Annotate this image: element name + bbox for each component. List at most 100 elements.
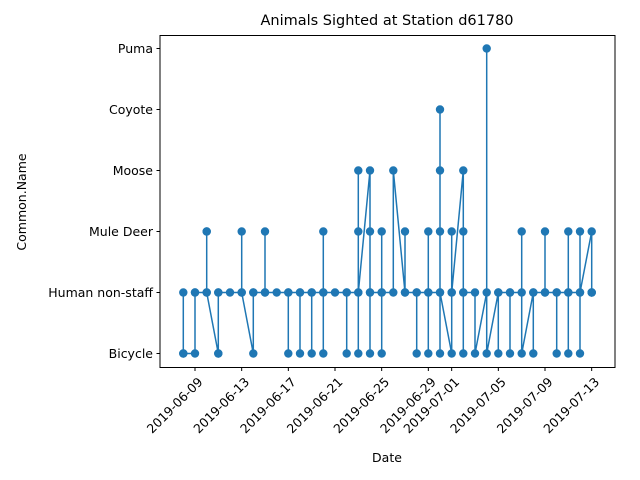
data-point	[494, 288, 503, 297]
data-point	[435, 288, 445, 297]
data-point	[190, 349, 200, 358]
data-point	[389, 288, 398, 297]
data-point	[202, 288, 211, 297]
data-point	[459, 166, 468, 175]
data-point	[214, 349, 223, 358]
y-tick-label: Puma	[118, 41, 153, 56]
y-tick-label: Human non-staff	[48, 285, 153, 300]
data-point	[307, 288, 316, 297]
data-point	[459, 227, 468, 236]
data-point	[319, 227, 328, 236]
data-point	[354, 288, 363, 297]
data-point	[179, 349, 188, 358]
plot-area	[179, 44, 596, 358]
data-point	[517, 349, 526, 358]
y-tick-label: Mule Deer	[89, 224, 154, 239]
data-point	[260, 288, 270, 297]
data-point	[470, 349, 480, 358]
data-point	[517, 227, 526, 236]
data-point	[424, 288, 433, 297]
data-point	[470, 288, 480, 297]
data-point	[249, 288, 258, 297]
data-point	[424, 349, 433, 358]
series-line	[182, 47, 593, 355]
data-point	[284, 288, 293, 297]
data-point	[179, 288, 188, 297]
data-point	[517, 288, 526, 297]
data-point	[482, 44, 491, 53]
data-point	[482, 288, 491, 297]
data-point	[284, 349, 293, 358]
data-point	[237, 227, 246, 236]
data-point	[295, 349, 305, 358]
data-point	[575, 288, 585, 297]
data-point	[529, 349, 538, 358]
data-point	[214, 288, 223, 297]
data-point	[202, 227, 211, 236]
data-point	[190, 288, 200, 297]
data-point	[400, 288, 410, 297]
data-point	[319, 349, 328, 358]
x-axis: 2019-06-092019-06-132019-06-172019-06-21…	[144, 367, 602, 436]
data-point	[365, 166, 375, 175]
data-point	[342, 288, 351, 297]
axes-frame	[159, 35, 616, 368]
data-point	[319, 288, 328, 297]
data-point	[412, 288, 421, 297]
data-point	[365, 227, 375, 236]
x-axis-label: Date	[372, 450, 402, 465]
data-point	[540, 288, 550, 297]
data-point	[389, 166, 398, 175]
data-point	[260, 227, 270, 236]
data-point	[354, 349, 363, 358]
data-point	[365, 349, 375, 358]
data-point	[307, 349, 316, 358]
data-point	[575, 349, 585, 358]
data-point	[552, 288, 561, 297]
data-point	[435, 166, 445, 175]
data-point	[575, 227, 585, 236]
data-point	[587, 227, 596, 236]
data-point	[505, 288, 515, 297]
data-point	[377, 349, 386, 358]
data-point	[237, 288, 246, 297]
data-point	[400, 227, 410, 236]
data-point	[447, 288, 456, 297]
data-point	[447, 349, 456, 358]
data-point	[447, 227, 456, 236]
data-point	[552, 349, 561, 358]
chart-title: Animals Sighted at Station d61780	[260, 13, 513, 29]
data-point	[225, 288, 235, 297]
data-point	[482, 349, 491, 358]
y-tick-label: Bicycle	[109, 346, 154, 361]
data-point	[365, 288, 375, 297]
data-point	[587, 288, 596, 297]
data-point	[435, 349, 445, 358]
data-point	[564, 288, 573, 297]
data-point	[330, 288, 340, 297]
data-point	[540, 227, 550, 236]
data-point	[377, 288, 386, 297]
data-point	[412, 349, 421, 358]
data-point	[529, 288, 538, 297]
y-axis: Bicycle Human non-staff Mule Deer Moose Coyo…	[48, 41, 160, 361]
data-point	[459, 349, 468, 358]
y-tick-label: Moose	[113, 163, 154, 178]
y-tick-label: Coyote	[109, 102, 153, 117]
data-point	[564, 227, 573, 236]
data-point	[435, 227, 445, 236]
data-point	[295, 288, 305, 297]
data-point	[459, 288, 468, 297]
y-axis-label: Common.Name	[14, 153, 29, 250]
data-point	[377, 227, 386, 236]
data-point	[342, 349, 351, 358]
data-point	[424, 227, 433, 236]
data-point	[494, 349, 503, 358]
data-point	[505, 349, 515, 358]
data-point	[354, 166, 363, 175]
data-point	[272, 288, 281, 297]
data-point	[354, 227, 363, 236]
data-point	[564, 349, 573, 358]
data-point	[249, 349, 258, 358]
